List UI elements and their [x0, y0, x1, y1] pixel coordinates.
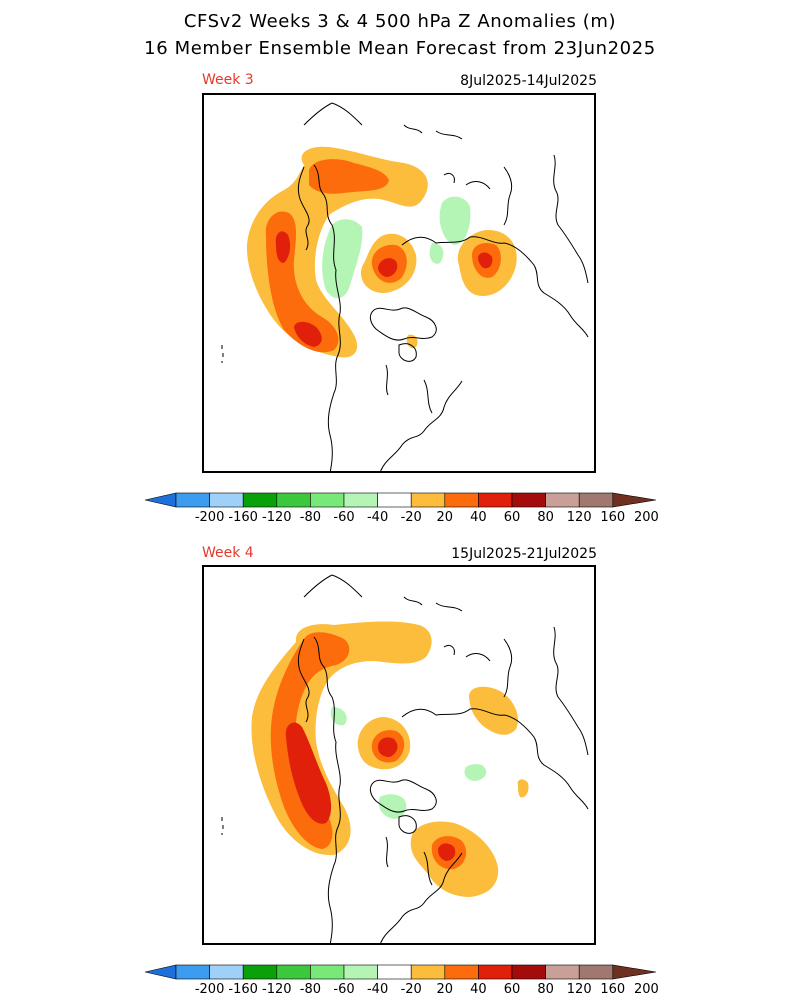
colorbar-tick-label: -200	[194, 982, 225, 997]
colorbar-swatch	[545, 964, 580, 980]
pos-anomaly-region	[438, 843, 456, 861]
colorbar-tick-label: -120	[262, 510, 292, 525]
colorbar-swatch	[578, 964, 614, 980]
pos-anomaly-region	[468, 686, 519, 735]
colorbar-swatch	[276, 492, 311, 508]
colorbar-week3: -200 -160 -120 -80 -60 -40 -20 20 40 60 80 120 160 20…	[140, 492, 660, 536]
colorbar-swatch	[310, 492, 345, 508]
colorbar-tick-label: 160	[600, 510, 626, 525]
colorbar-swatch	[578, 492, 614, 508]
pos-anomaly-region	[275, 231, 291, 263]
colorbar-swatch	[444, 492, 479, 508]
colorbar-tick-label: 160	[600, 982, 626, 997]
colorbar-tick-label: -60	[333, 982, 355, 997]
colorbar-svg	[144, 964, 657, 980]
colorbar-swatch	[276, 964, 311, 980]
colorbar-swatch	[377, 492, 412, 508]
colorbar-swatch	[478, 492, 513, 508]
map-week3-svg	[221, 102, 589, 471]
colorbar-tick-label: 200	[633, 510, 659, 525]
colorbar-swatch	[410, 492, 446, 508]
colorbar-tick-label: -80	[299, 510, 322, 525]
colorbar-tick-label: -120	[262, 982, 292, 997]
chart-title: CFSv2 Weeks 3 & 4 500 hPa Z Anomalies (m…	[183, 11, 617, 32]
colorbar-swatch	[242, 964, 278, 980]
colorbar-labels: -200 -160 -120 -80 -60 -40 -20 20 40 60 80 120 160 20…	[140, 510, 660, 526]
colorbar-arrow-low	[144, 492, 177, 508]
colorbar-tick-label: 200	[633, 982, 659, 997]
colorbar-swatch	[410, 964, 446, 980]
map-panel-week3	[202, 93, 596, 473]
pos-anomaly-region	[294, 321, 322, 347]
colorbar-swatch	[209, 492, 244, 508]
neg-anomaly-region	[429, 243, 444, 264]
colorbar-tick-label: 80	[537, 982, 554, 997]
colorbar-swatch	[175, 964, 210, 980]
colorbar-tick-label: -40	[366, 982, 389, 997]
coastlines-week4	[221, 574, 589, 943]
map-week4-svg	[221, 574, 589, 943]
pos-anomaly-region	[378, 258, 398, 277]
colorbar-arrow-low	[144, 964, 177, 980]
neg-anomaly-region	[330, 707, 347, 726]
colorbar-tick-label: -160	[228, 982, 258, 997]
colorbar-tick-label: 120	[566, 510, 592, 525]
colorbar-swatch	[343, 492, 378, 508]
panel-dates-week3: 8Jul2025-14Jul2025	[460, 73, 597, 89]
colorbar-labels: -200 -160 -120 -80 -60 -40 -20 20 40 60 80 120 160 20…	[140, 982, 660, 998]
neg-anomaly-region	[439, 196, 471, 245]
anomaly-fill-week3	[246, 146, 517, 358]
colorbar-tick-label: 120	[566, 982, 592, 997]
colorbar-swatch	[175, 492, 210, 508]
coastlines-week3	[221, 102, 589, 471]
colorbar-arrow-high	[612, 964, 657, 980]
colorbar-swatch	[310, 964, 345, 980]
colorbar-swatch	[343, 964, 378, 980]
colorbar-tick-label: 60	[503, 982, 521, 997]
colorbar-tick-label: -160	[228, 510, 258, 525]
pos-anomaly-region	[378, 737, 398, 757]
colorbar-tick-label: -80	[299, 982, 322, 997]
colorbar-swatch	[209, 964, 244, 980]
colorbar-swatch	[545, 492, 580, 508]
neg-anomaly-region	[322, 219, 363, 299]
pos-anomaly-region	[517, 779, 529, 798]
colorbar-tick-label: -200	[194, 510, 225, 525]
colorbar-week4: -200 -160 -120 -80 -60 -40 -20 20 40 60 80 120 160 20…	[140, 964, 660, 1008]
colorbar-tick-label: -40	[366, 510, 389, 525]
colorbar-tick-label: 20	[436, 982, 454, 997]
pos-anomaly-region	[478, 252, 493, 269]
panel-label-week3: Week 3	[202, 72, 254, 88]
colorbar-swatch	[511, 964, 546, 980]
anomaly-fill-week4	[251, 621, 529, 897]
colorbar-tick-label: 80	[537, 510, 554, 525]
pos-anomaly-region	[309, 159, 389, 194]
colorbar-swatch	[242, 492, 278, 508]
colorbar-tick-label: -60	[333, 510, 355, 525]
chart-subtitle: 16 Member Ensemble Mean Forecast from 23…	[144, 38, 656, 59]
colorbar-swatch	[511, 492, 546, 508]
colorbar-tick-label: 40	[470, 510, 487, 525]
neg-anomaly-region	[378, 794, 407, 819]
colorbar-tick-label: -20	[400, 510, 422, 525]
colorbar-tick-label: 20	[436, 510, 454, 525]
colorbar-tick-label: -20	[400, 982, 422, 997]
pos-anomaly-region	[270, 632, 350, 849]
colorbar-swatch	[478, 964, 513, 980]
pos-anomaly-region	[285, 722, 332, 824]
colorbar-tick-label: 40	[470, 982, 487, 997]
colorbar-svg	[144, 492, 657, 508]
colorbar-tick-label: 60	[503, 510, 521, 525]
neg-anomaly-region	[464, 764, 487, 781]
map-panel-week4	[202, 565, 596, 945]
panel-label-week4: Week 4	[202, 545, 254, 561]
panel-dates-week4: 15Jul2025-21Jul2025	[451, 546, 597, 562]
colorbar-swatch	[377, 964, 412, 980]
colorbar-arrow-high	[612, 492, 657, 508]
colorbar-swatch	[444, 964, 479, 980]
